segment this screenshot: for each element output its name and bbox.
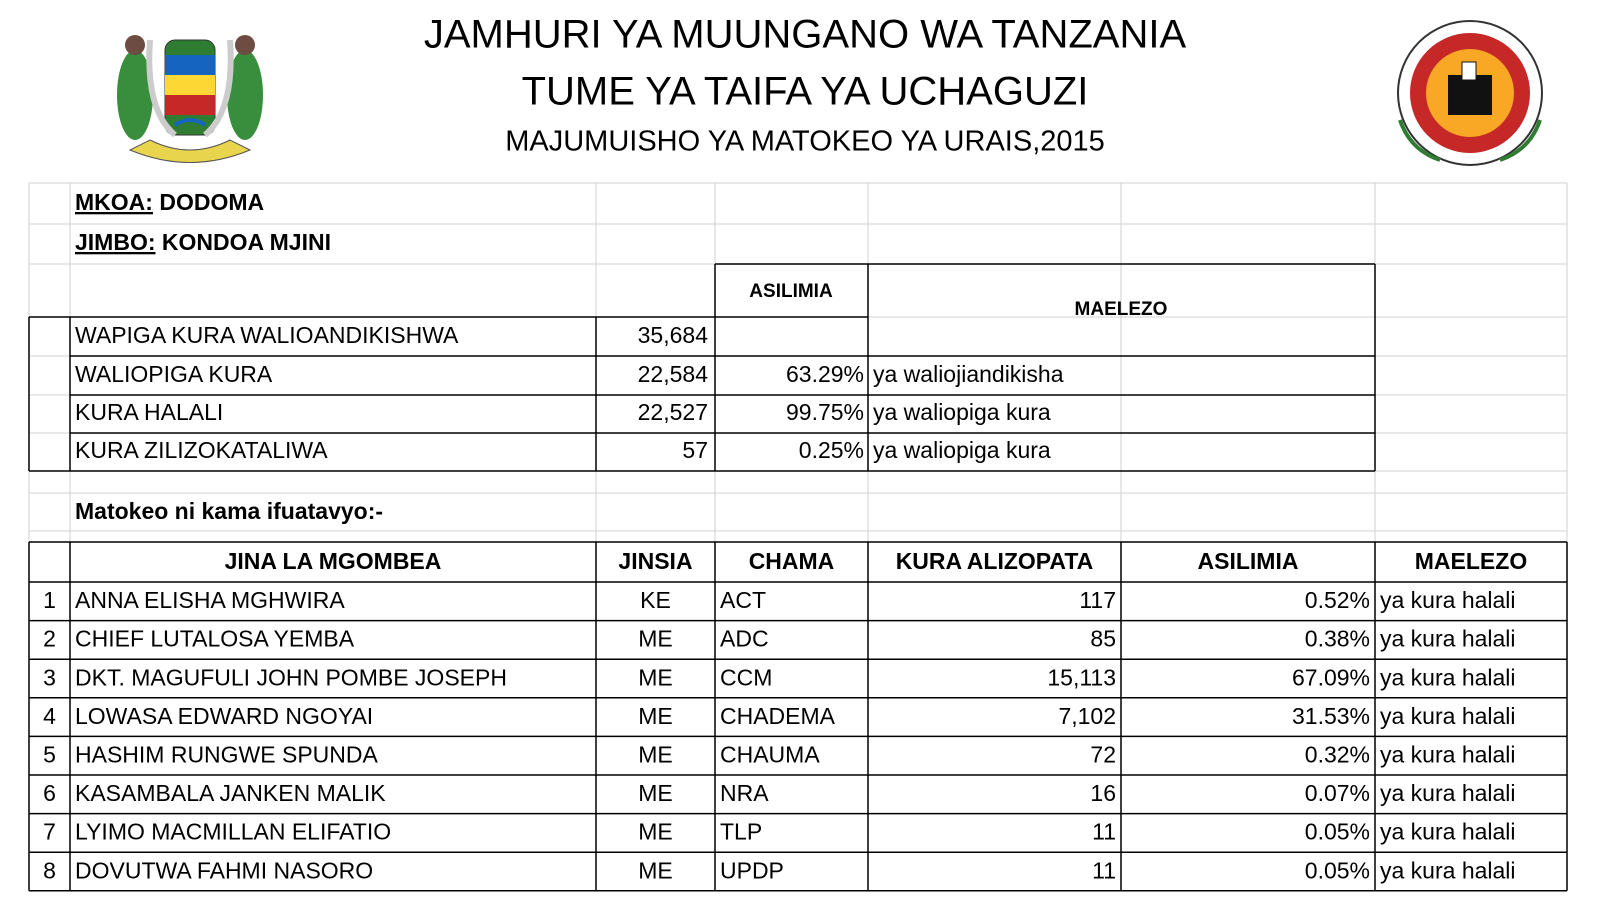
result-cell: 0.52% (1305, 587, 1370, 613)
result-cell: 3 (43, 664, 56, 690)
result-cell: ya kura halali (1380, 587, 1516, 613)
result-cell: 1 (43, 587, 56, 613)
summary-note: ya waliopiga kura (873, 399, 1051, 425)
result-cell: 7,102 (1058, 703, 1116, 729)
result-cell: ME (638, 741, 673, 767)
summary-percent: 99.75% (786, 399, 864, 425)
table-lines (28, 182, 1568, 892)
result-cell: 85 (1090, 626, 1116, 652)
summary-label: WAPIGA KURA WALIOANDIKISHWA (75, 322, 459, 348)
summary-note: ya waliopiga kura (873, 437, 1051, 463)
result-cell: NRA (720, 780, 769, 806)
column-header: CHAMA (749, 548, 835, 574)
result-cell: ADC (720, 626, 769, 652)
result-cell: CHAUMA (720, 741, 820, 767)
column-header: JINA LA MGOMBEA (225, 548, 442, 574)
column-header: MAELEZO (1415, 548, 1527, 574)
column-header: JINSIA (618, 548, 692, 574)
result-cell: 5 (43, 741, 56, 767)
result-cell: CHIEF LUTALOSA YEMBA (75, 626, 355, 652)
title-line-1: JAMHURI YA MUUNGANO WA TANZANIA (424, 13, 1187, 57)
summary-count: 22,527 (638, 399, 708, 425)
result-cell: ME (638, 857, 673, 883)
summary-label: WALIOPIGA KURA (75, 361, 273, 387)
result-cell: ACT (720, 587, 766, 613)
title-line-2: TUME YA TAIFA YA UCHAGUZI (522, 70, 1089, 114)
result-cell: ya kura halali (1380, 741, 1516, 767)
result-cell: 11 (1092, 819, 1116, 845)
result-cell: ME (638, 626, 673, 652)
result-cell: 0.32% (1305, 741, 1370, 767)
result-cell: 4 (43, 703, 56, 729)
commission-seal (1397, 20, 1543, 166)
result-cell: TLP (720, 819, 762, 845)
summary-label: KURA ZILIZOKATALIWA (75, 437, 328, 463)
result-cell: CHADEMA (720, 703, 836, 729)
result-cell: 16 (1090, 780, 1116, 806)
result-cell: 67.09% (1292, 664, 1370, 690)
result-cell: 117 (1079, 587, 1116, 613)
result-cell: 2 (43, 626, 56, 652)
summary-count: 22,584 (638, 361, 709, 387)
result-cell: 31.53% (1292, 703, 1370, 729)
column-header: KURA ALIZOPATA (896, 548, 1094, 574)
result-cell: ME (638, 703, 673, 729)
summary-percent: 63.29% (786, 361, 864, 387)
coat-of-arms (117, 35, 263, 163)
result-cell: ME (638, 664, 673, 690)
result-cell: ya kura halali (1380, 819, 1516, 845)
result-cell: ME (638, 780, 673, 806)
result-cell: LYIMO MACMILLAN ELIFATIO (75, 819, 391, 845)
result-cell: 6 (43, 780, 56, 806)
result-cell: DKT. MAGUFULI JOHN POMBE JOSEPH (75, 664, 507, 690)
result-cell: 0.05% (1305, 857, 1370, 883)
constituency-label: JIMBO: (75, 229, 156, 255)
constituency-value: KONDOA MJINI (162, 229, 331, 255)
result-cell: ME (638, 819, 673, 845)
summary-label: KURA HALALI (75, 399, 223, 425)
results-intro: Matokeo ni kama ifuatavyo:- (75, 498, 383, 524)
column-header: ASILIMIA (1198, 548, 1299, 574)
result-cell: ya kura halali (1380, 780, 1516, 806)
result-cell: 7 (43, 819, 56, 845)
result-cell: 15,113 (1047, 664, 1116, 690)
constituency: JIMBO: KONDOA MJINI (75, 229, 331, 255)
result-cell: KASAMBALA JANKEN MALIK (75, 780, 386, 806)
result-cell: CCM (720, 664, 772, 690)
summary-header: MAELEZO (1075, 299, 1168, 320)
region-value: DODOMA (159, 189, 264, 215)
result-cell: UPDP (720, 857, 784, 883)
result-cell: 8 (43, 857, 56, 883)
subtitle: MAJUMUISHO YA MATOKEO YA URAIS,2015 (505, 126, 1105, 158)
summary-count: 57 (682, 437, 708, 463)
result-cell: 72 (1090, 741, 1116, 767)
summary-header: ASILIMIA (749, 281, 833, 302)
result-cell: ANNA ELISHA MGHWIRA (75, 587, 345, 613)
result-cell: ya kura halali (1380, 664, 1516, 690)
result-cell: LOWASA EDWARD NGOYAI (75, 703, 373, 729)
summary-count: 35,684 (638, 322, 709, 348)
result-cell: 0.05% (1305, 819, 1370, 845)
result-cell: ya kura halali (1380, 626, 1516, 652)
result-cell: ya kura halali (1380, 857, 1516, 883)
region: MKOA: DODOMA (75, 189, 264, 215)
result-cell: DOVUTWA FAHMI NASORO (75, 857, 373, 883)
result-cell: ya kura halali (1380, 703, 1516, 729)
result-cell: 0.07% (1305, 780, 1370, 806)
summary-percent: 0.25% (799, 437, 864, 463)
result-cell: KE (640, 587, 671, 613)
result-cell: 0.38% (1305, 626, 1370, 652)
summary-note: ya waliojiandikisha (873, 361, 1064, 387)
result-cell: 11 (1092, 857, 1116, 883)
result-cell: HASHIM RUNGWE SPUNDA (75, 741, 379, 767)
region-label: MKOA: (75, 189, 153, 215)
